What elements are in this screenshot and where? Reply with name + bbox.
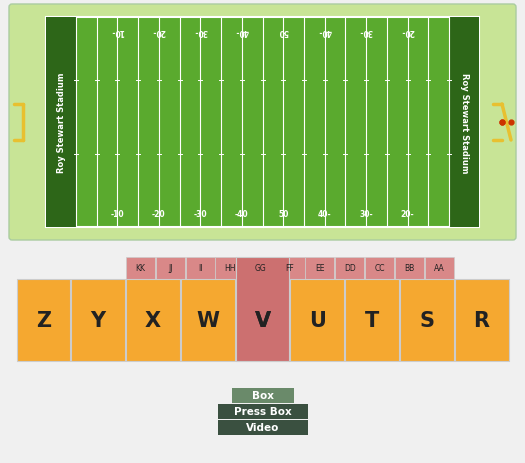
Bar <box>305 257 334 279</box>
Text: 40-: 40- <box>318 210 331 219</box>
Bar <box>236 257 289 361</box>
Text: 50: 50 <box>278 210 288 219</box>
Text: -30: -30 <box>194 210 207 219</box>
Bar <box>46 18 479 227</box>
Bar <box>181 279 235 361</box>
Text: 20-: 20- <box>401 210 414 219</box>
Bar <box>156 257 185 279</box>
Bar <box>126 279 180 361</box>
Text: -20: -20 <box>152 210 166 219</box>
Text: CC: CC <box>374 264 385 273</box>
FancyBboxPatch shape <box>9 5 516 240</box>
Text: 30-: 30- <box>359 27 373 36</box>
Bar <box>455 279 509 361</box>
Text: Z: Z <box>36 310 51 330</box>
Text: Press Box: Press Box <box>234 407 291 417</box>
Text: R: R <box>474 310 490 330</box>
Text: EE: EE <box>315 264 324 273</box>
Text: W: W <box>196 310 219 330</box>
Bar <box>186 257 215 279</box>
Bar <box>46 18 76 227</box>
Text: S: S <box>419 310 434 330</box>
Bar <box>71 279 125 361</box>
Text: DD: DD <box>344 264 355 273</box>
Text: Y: Y <box>91 310 106 330</box>
Text: V: V <box>255 310 270 330</box>
Text: HH: HH <box>224 264 236 273</box>
Text: T: T <box>365 310 379 330</box>
Bar <box>232 388 293 403</box>
Bar <box>365 257 394 279</box>
Bar <box>217 420 308 435</box>
Text: 30-: 30- <box>359 210 373 219</box>
Bar <box>217 404 308 419</box>
Text: Roy Stewart Stadium: Roy Stewart Stadium <box>57 73 66 173</box>
Text: Roy Stewart Stadium: Roy Stewart Stadium <box>459 73 468 173</box>
Text: 30-: 30- <box>194 27 207 36</box>
Text: AA: AA <box>434 264 445 273</box>
Text: X: X <box>145 310 161 330</box>
Text: U: U <box>309 310 326 330</box>
Bar <box>345 279 399 361</box>
Text: 40-: 40- <box>235 27 249 36</box>
Bar <box>400 279 454 361</box>
Text: II: II <box>198 264 203 273</box>
Text: BB: BB <box>404 264 415 273</box>
Text: 40-: 40- <box>318 27 331 36</box>
Text: -40: -40 <box>235 210 249 219</box>
Text: 20-: 20- <box>401 27 414 36</box>
Text: Video: Video <box>246 423 279 432</box>
Text: FF: FF <box>286 264 295 273</box>
Bar <box>16 279 70 361</box>
Bar <box>236 279 289 361</box>
Text: GG: GG <box>254 264 266 273</box>
Text: 50: 50 <box>278 27 288 36</box>
Text: -10: -10 <box>111 210 124 219</box>
Bar <box>290 279 344 361</box>
Text: Box: Box <box>251 391 274 400</box>
Bar <box>335 257 364 279</box>
Bar <box>215 257 245 279</box>
Bar <box>449 18 479 227</box>
Text: JJ: JJ <box>168 264 173 273</box>
Text: V: V <box>255 310 270 330</box>
Bar <box>395 257 424 279</box>
Bar <box>126 257 155 279</box>
Text: KK: KK <box>135 264 145 273</box>
Bar <box>275 257 304 279</box>
Text: 20-: 20- <box>152 27 166 36</box>
Text: 10-: 10- <box>111 27 124 36</box>
Bar <box>245 257 275 279</box>
Bar <box>425 257 454 279</box>
